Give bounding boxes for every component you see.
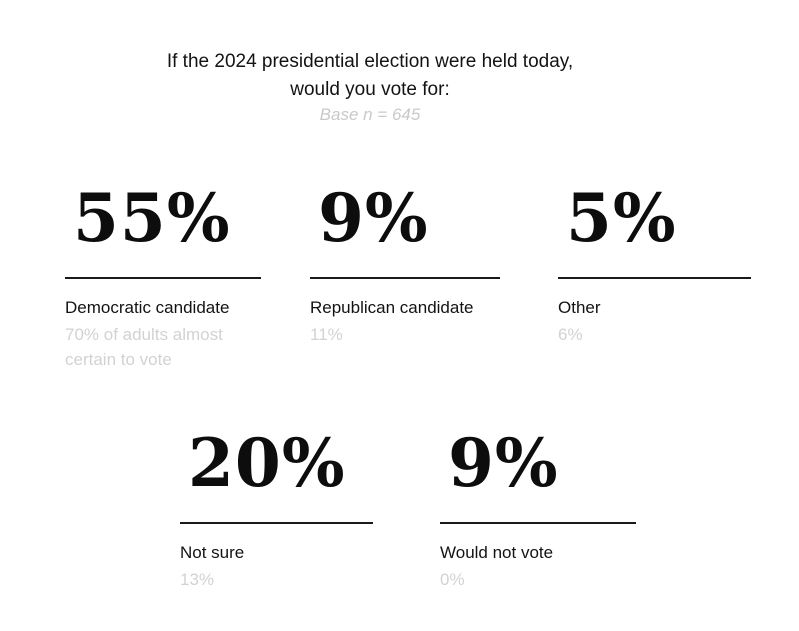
- stat-label: Democratic candidate: [65, 297, 230, 317]
- stat-block-other: 5% Other 6%: [558, 182, 751, 347]
- divider-line: [65, 276, 261, 279]
- divider-line: [180, 521, 373, 524]
- stat-block-would-not-vote: 9% Would not vote 0%: [440, 427, 636, 592]
- stat-value: 9%: [448, 424, 559, 502]
- title-line-2: would you vote for:: [290, 79, 450, 100]
- stat-block-republican: 9% Republican candidate 11%: [310, 182, 500, 347]
- stat-label: Not sure: [180, 542, 245, 562]
- stat-subvalue: 13%: [180, 569, 215, 589]
- stat-label: Other: [558, 297, 601, 317]
- divider-line: [440, 521, 636, 524]
- title-line-1: If the 2024 presidential election were h…: [166, 51, 574, 72]
- stat-block-democratic: 55% Democratic candidate 70% of adults a…: [65, 182, 261, 372]
- divider-line: [558, 276, 751, 279]
- stat-value: 9%: [318, 179, 429, 257]
- stat-subvalue: 0%: [440, 569, 465, 589]
- stat-subvalue: 70% of adults almost certain to vote: [65, 324, 223, 369]
- base-note: Base n = 645: [319, 105, 421, 124]
- stat-subvalue: 11%: [310, 324, 343, 344]
- stat-value: 55%: [73, 179, 231, 257]
- stat-value: 5%: [566, 179, 677, 257]
- stat-label: Republican candidate: [310, 297, 474, 317]
- stat-subvalue: 6%: [558, 324, 583, 344]
- stat-block-not-sure: 20% Not sure 13%: [180, 427, 373, 592]
- stat-value: 20%: [188, 424, 346, 502]
- page-title: If the 2024 presidential election were h…: [0, 48, 740, 104]
- divider-line: [310, 276, 500, 279]
- stat-label: Would not vote: [440, 542, 554, 562]
